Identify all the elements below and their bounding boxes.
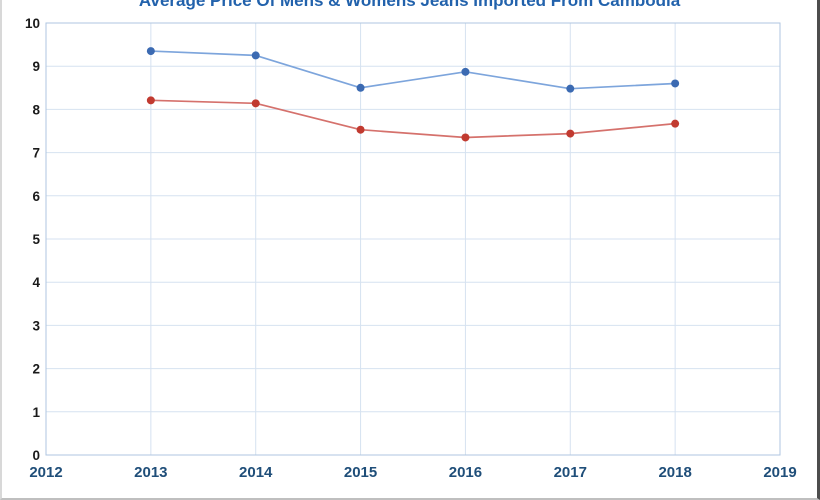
y-axis-tick-label: 4 bbox=[32, 275, 40, 290]
data-point-womens-2017 bbox=[566, 129, 575, 138]
x-axis-tick-label: 2015 bbox=[344, 464, 377, 481]
y-axis-tick-label: 2 bbox=[32, 362, 40, 377]
series-line-mens bbox=[150, 50, 676, 90]
y-axis-tick-label: 6 bbox=[32, 189, 40, 204]
x-axis-tick-label: 2017 bbox=[554, 464, 587, 481]
data-point-womens-2013 bbox=[146, 96, 155, 105]
data-point-womens-2014 bbox=[251, 99, 260, 108]
series-line-womens bbox=[150, 99, 676, 139]
y-axis-tick-label: 5 bbox=[32, 232, 40, 247]
data-point-womens-2015 bbox=[356, 125, 365, 134]
y-axis-tick-label: 9 bbox=[32, 59, 40, 74]
data-point-womens-2016 bbox=[461, 133, 470, 142]
y-axis-tick-label: 3 bbox=[32, 318, 40, 333]
x-axis-tick-label: 2013 bbox=[134, 464, 167, 481]
y-axis-tick-label: 8 bbox=[32, 102, 40, 117]
y-axis-tick-label: 0 bbox=[32, 448, 40, 463]
data-point-mens-2014 bbox=[251, 51, 260, 60]
x-axis-tick-label: 2019 bbox=[763, 464, 796, 481]
data-point-mens-2013 bbox=[146, 47, 155, 56]
x-axis-tick-label: 2012 bbox=[29, 464, 62, 481]
y-axis-tick-label: 7 bbox=[32, 146, 40, 161]
plot-border bbox=[45, 22, 781, 456]
y-axis-tick-label: 1 bbox=[32, 405, 40, 420]
data-point-womens-2018 bbox=[671, 119, 680, 128]
data-point-mens-2015 bbox=[356, 83, 365, 92]
chart-title: Average Price Of Mens & Womens Jeans Imp… bbox=[138, 0, 681, 10]
x-axis-tick-label: 2016 bbox=[449, 464, 482, 481]
x-axis-tick-label: 2018 bbox=[658, 464, 691, 481]
data-point-mens-2017 bbox=[566, 84, 575, 93]
x-axis-tick-label: 2014 bbox=[239, 464, 273, 481]
y-axis-tick-label: 10 bbox=[25, 16, 40, 31]
data-point-mens-2018 bbox=[671, 79, 680, 88]
data-point-mens-2016 bbox=[461, 67, 470, 76]
